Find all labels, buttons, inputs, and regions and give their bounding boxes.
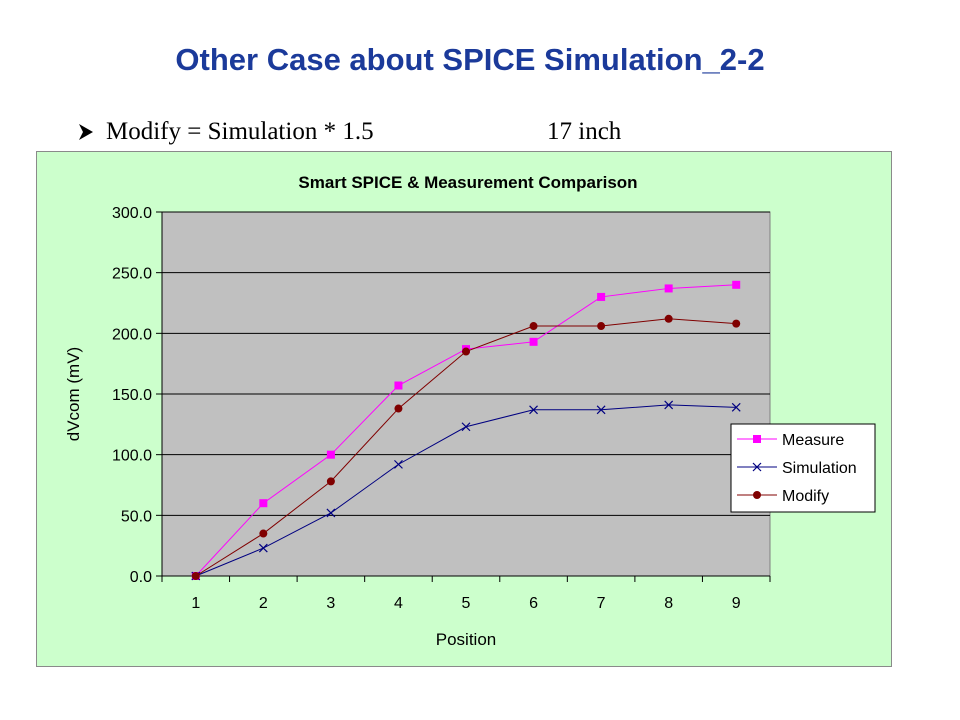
bullet-text: Modify = Simulation * 1.5 [106, 118, 374, 145]
y-tick-label: 100.0 [112, 448, 152, 465]
legend-marker [753, 491, 761, 499]
arrow-bullet-icon [79, 124, 93, 140]
data-point-modify [394, 404, 403, 413]
data-point-modify [259, 529, 268, 538]
data-point-measure [664, 284, 673, 293]
data-point-measure [529, 337, 538, 346]
data-point-modify [326, 477, 335, 486]
data-point-measure [597, 292, 606, 301]
data-point-measure [259, 499, 268, 508]
bullet-extra-text: 17 inch [547, 118, 622, 145]
legend-label: Modify [782, 488, 829, 505]
x-tick-label: 6 [529, 595, 538, 612]
y-tick-label: 250.0 [112, 266, 152, 283]
x-tick-label: 7 [597, 595, 606, 612]
y-tick-label: 200.0 [112, 326, 152, 343]
data-point-modify [529, 322, 538, 331]
slide-title: Other Case about SPICE Simulation_2-2 [175, 42, 765, 77]
line-chart: Smart SPICE & Measurement Comparison 0.0… [64, 173, 876, 649]
data-point-modify [732, 319, 741, 328]
x-tick-label: 1 [191, 595, 200, 612]
data-point-simulation [461, 422, 471, 432]
data-point-modify [462, 347, 470, 356]
x-axis-ticks: 1 2 3 4 5 6 7 8 9 [161, 575, 771, 612]
data-point-simulation [326, 508, 336, 518]
data-point-measure [732, 280, 741, 289]
x-tick-label: 2 [259, 595, 268, 612]
y-axis-ticks: 0.0 50.0 100.0 150.0 200.0 250.0 300.0 [112, 205, 163, 586]
data-point-simulation [394, 459, 403, 469]
legend-label: Measure [782, 432, 844, 449]
data-point-simulation [731, 402, 741, 412]
x-tick-label: 5 [462, 595, 471, 612]
x-tick-label: 8 [664, 595, 673, 612]
data-point-simulation [529, 405, 538, 415]
bullet-line: Modify = Simulation * 1.5 [76, 114, 374, 150]
x-tick-label: 3 [326, 595, 335, 612]
data-point-simulation [258, 543, 268, 553]
data-point-modify [597, 322, 606, 331]
chart-title: Smart SPICE & Measurement Comparison [298, 173, 637, 192]
data-point-simulation [664, 400, 674, 410]
gridlines [162, 211, 770, 516]
x-axis-label: Position [436, 630, 496, 649]
series-lines [191, 280, 741, 581]
data-point-modify [191, 572, 200, 580]
legend-marker [752, 462, 762, 472]
data-point-measure [394, 381, 403, 390]
y-tick-label: 50.0 [121, 508, 152, 525]
data-point-measure [326, 450, 335, 459]
y-tick-label: 300.0 [112, 205, 152, 222]
legend-marker [753, 435, 761, 443]
data-point-modify [664, 314, 673, 323]
y-axis-label: dVcom (mV) [64, 347, 83, 441]
data-point-simulation [596, 405, 606, 415]
x-tick-label: 9 [732, 595, 741, 612]
y-tick-label: 150.0 [112, 387, 152, 404]
x-tick-label: 4 [394, 595, 403, 612]
legend-label: Simulation [782, 460, 857, 477]
y-tick-label: 0.0 [130, 569, 152, 586]
legend: Measure Simulation Modify [730, 423, 876, 513]
